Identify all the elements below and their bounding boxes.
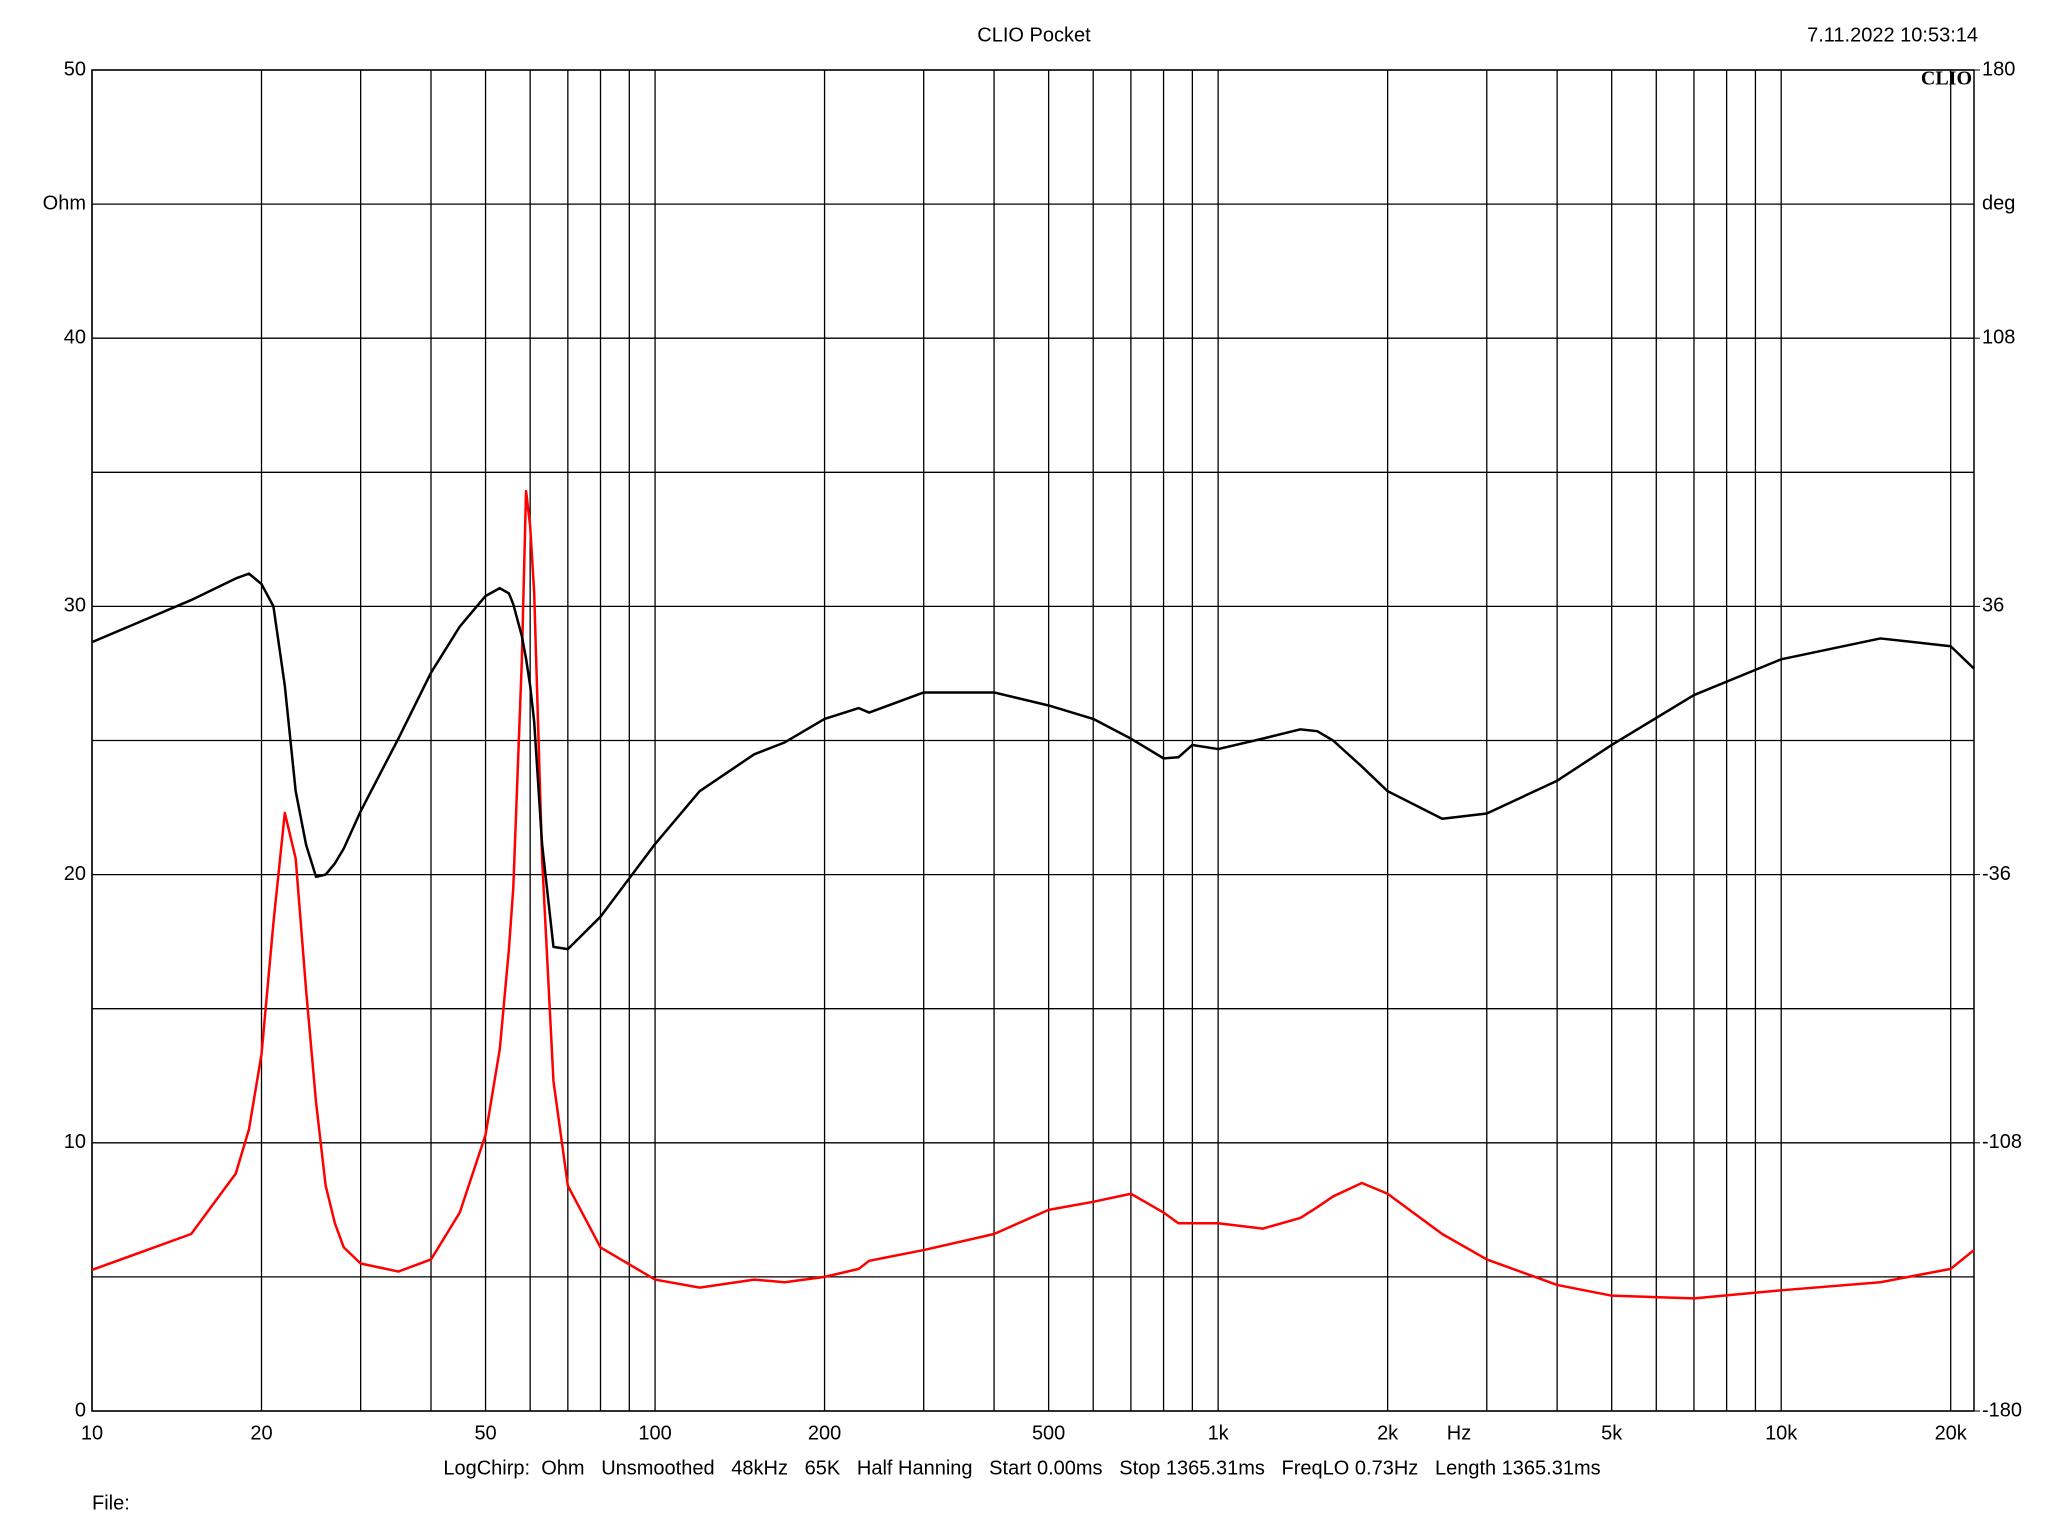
- y2-tick-label: 108: [1982, 326, 2015, 348]
- file-label: File:: [92, 1492, 130, 1514]
- y2-tick-label: 36: [1982, 595, 2004, 617]
- x-axis-label: Hz: [1447, 1422, 1471, 1444]
- data-line: [91, 489, 1975, 1300]
- data-line: [91, 572, 1975, 951]
- x-tick-label: 500: [1032, 1422, 1065, 1444]
- x-tick-label: 10: [81, 1422, 103, 1444]
- x-tick-label: 1k: [1208, 1422, 1230, 1444]
- footer: LogChirp: Ohm Unsmoothed 48kHz 65K Half …: [443, 1457, 1600, 1479]
- y2-tick-label: 180: [1982, 58, 2015, 80]
- y2-axis-label: deg: [1982, 192, 2015, 214]
- y-tick-label: 0: [75, 1399, 86, 1421]
- logo: CLIO: [1921, 68, 1972, 90]
- x-tick-label: 20k: [1935, 1422, 1968, 1444]
- plot-frame: [91, 69, 1975, 1412]
- timestamp: 7.11.2022 10:53:14: [1807, 24, 1978, 46]
- x-tick-label: 20: [250, 1422, 272, 1444]
- x-tick-label: 10k: [1765, 1422, 1798, 1444]
- y-tick-label: 10: [64, 1131, 86, 1153]
- y2-tick-label: -36: [1982, 863, 2011, 885]
- x-tick-label: 100: [638, 1422, 671, 1444]
- y2-tick-label: -108: [1982, 1131, 2022, 1153]
- y-tick-label: 20: [64, 863, 86, 885]
- x-tick-label: 50: [474, 1422, 496, 1444]
- chart-title: CLIO Pocket: [977, 24, 1091, 46]
- y2-tick-label: -180: [1982, 1399, 2022, 1421]
- y-tick-label: 40: [64, 326, 86, 348]
- x-tick-label: 2k: [1377, 1422, 1399, 1444]
- y-tick-label: 30: [64, 595, 86, 617]
- x-tick-label: 200: [808, 1422, 841, 1444]
- y-tick-label: 50: [64, 58, 86, 80]
- x-tick-label: 5k: [1601, 1422, 1623, 1444]
- y-axis-label: Ohm: [43, 192, 86, 214]
